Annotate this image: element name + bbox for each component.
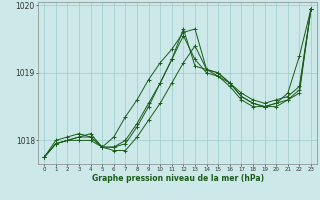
X-axis label: Graphe pression niveau de la mer (hPa): Graphe pression niveau de la mer (hPa) xyxy=(92,174,264,183)
